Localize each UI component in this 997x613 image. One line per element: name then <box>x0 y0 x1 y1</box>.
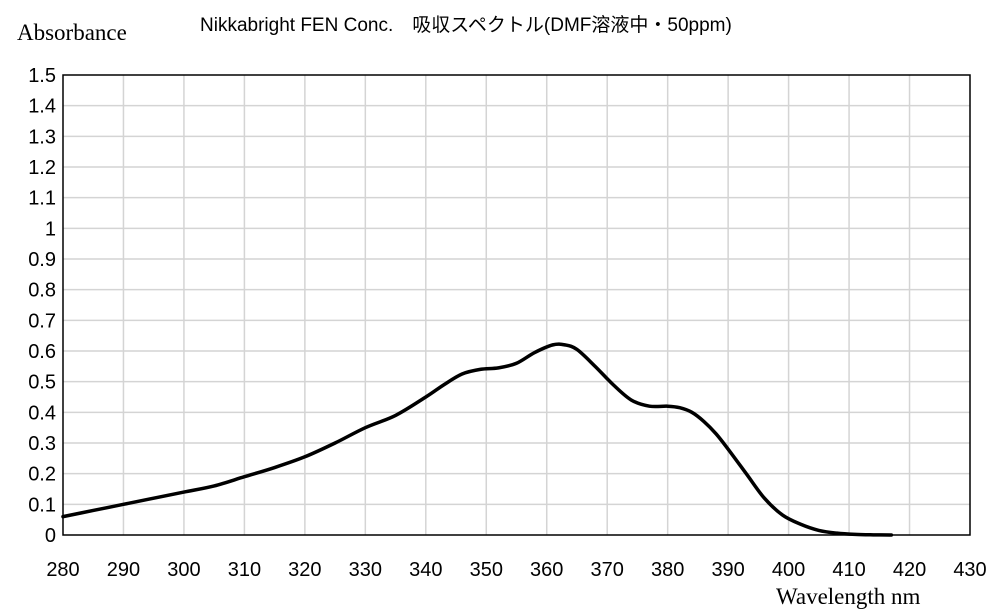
y-tick-label: 1.3 <box>28 126 56 148</box>
x-tick-label: 410 <box>832 559 865 581</box>
x-tick-label: 320 <box>288 559 321 581</box>
y-tick-label: 0.6 <box>28 341 56 363</box>
x-tick-label: 390 <box>711 559 744 581</box>
x-axis-label: Wavelength nm <box>776 584 921 609</box>
x-tick-label: 340 <box>409 559 442 581</box>
x-tick-label: 360 <box>530 559 563 581</box>
y-tick-label: 0.8 <box>28 280 56 302</box>
x-tick-label: 420 <box>893 559 926 581</box>
plot-frame <box>62 74 971 536</box>
x-tick-label: 400 <box>772 559 805 581</box>
y-tick-label: 0 <box>45 525 56 547</box>
y-tick-label: 0.7 <box>28 310 56 332</box>
x-tick-label: 310 <box>228 559 261 581</box>
x-tick-label: 280 <box>46 559 79 581</box>
y-tick-label: 1 <box>45 218 56 240</box>
x-tick-label: 290 <box>107 559 140 581</box>
y-tick-label: 0.9 <box>28 249 56 271</box>
y-tick-label: 0.3 <box>28 433 56 455</box>
y-tick-label: 1.4 <box>28 96 56 118</box>
y-tick-label: 0.4 <box>28 402 56 424</box>
x-tick-label: 370 <box>591 559 624 581</box>
chart-title: Nikkabright FEN Conc. 吸収スペクトル(DMF溶液中・50p… <box>200 15 732 36</box>
y-tick-label: 0.5 <box>28 372 56 394</box>
spectrum-line <box>61 342 894 537</box>
y-tick-label: 0.2 <box>28 464 56 486</box>
x-tick-label: 330 <box>349 559 382 581</box>
y-tick-label: 1.1 <box>28 188 56 210</box>
x-tick-label: 430 <box>953 559 986 581</box>
x-tick-label: 380 <box>651 559 684 581</box>
y-axis-label: Absorbance <box>17 20 127 45</box>
x-tick-label: 300 <box>167 559 200 581</box>
y-tick-label: 0.1 <box>28 494 56 516</box>
x-tick-label: 350 <box>470 559 503 581</box>
y-tick-label: 1.2 <box>28 157 56 179</box>
y-tick-label: 1.5 <box>28 65 56 87</box>
